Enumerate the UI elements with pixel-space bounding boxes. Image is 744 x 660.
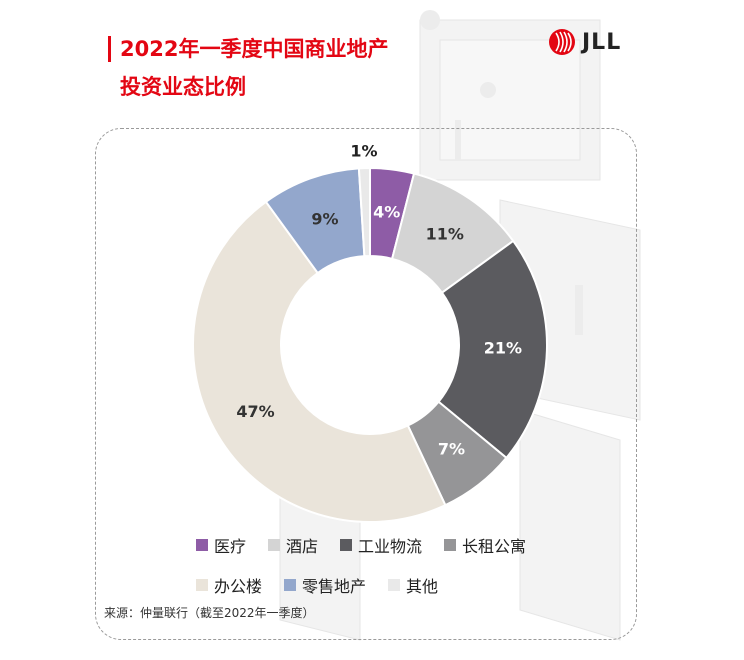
- donut-slice-industrial-logistics: [437, 239, 548, 460]
- legend-item-retail: 零售地产: [284, 572, 366, 598]
- legend-swatch: [388, 579, 401, 591]
- legend-row-2: 办公楼 零售地产 其他: [196, 572, 616, 598]
- legend-swatch: [444, 539, 457, 551]
- legend-swatch: [196, 579, 208, 591]
- legend-label: 酒店: [286, 537, 319, 556]
- legend-row-1: 医疗 酒店 工业物流 长租公寓: [196, 532, 616, 558]
- donut-label-rental-apartment: 7%: [438, 440, 465, 459]
- donut-label-hotel: 11%: [426, 224, 464, 243]
- donut-slice-office: [192, 200, 447, 523]
- legend-label: 办公楼: [214, 577, 263, 596]
- legend-item-industrial-logistics: 工业物流: [340, 532, 422, 558]
- title-line-1: 2022年一季度中国商业地产: [120, 37, 389, 61]
- legend-item-rental-apartment: 长租公寓: [444, 532, 526, 558]
- legend-item-other: 其他: [388, 572, 438, 598]
- source-note: 来源：仲量联行（截至2022年一季度）: [104, 606, 315, 620]
- legend-swatch: [284, 579, 297, 591]
- jll-logo: JLL: [548, 28, 621, 56]
- donut-label-retail: 9%: [311, 209, 338, 228]
- legend-swatch: [268, 539, 281, 551]
- chart-title: 2022年一季度中国商业地产 投资业态比例: [120, 30, 388, 106]
- title-accent-bar: [108, 36, 111, 62]
- legend-item-hotel: 酒店: [268, 532, 318, 558]
- chart-card: [95, 128, 637, 640]
- legend-label: 其他: [406, 577, 439, 596]
- legend-swatch: [340, 539, 353, 551]
- donut-label-office: 47%: [236, 402, 274, 421]
- donut-label-other: 1%: [350, 142, 377, 161]
- chart-legend: 医疗 酒店 工业物流 长租公寓 办公楼 零售地产 其他: [196, 532, 616, 612]
- legend-item-medical: 医疗: [196, 532, 246, 558]
- legend-label: 长租公寓: [462, 537, 527, 556]
- legend-item-office: 办公楼: [196, 572, 262, 598]
- legend-label: 零售地产: [302, 577, 367, 596]
- donut-label-industrial-logistics: 21%: [484, 339, 522, 358]
- jll-logo-icon: [549, 29, 575, 55]
- title-line-2: 投资业态比例: [120, 75, 246, 99]
- donut-slice-other: [357, 166, 371, 258]
- legend-label: 医疗: [214, 537, 247, 556]
- logo-text: JLL: [582, 29, 622, 55]
- donut-label-medical: 4%: [373, 203, 400, 222]
- legend-label: 工业物流: [358, 537, 423, 556]
- legend-swatch: [196, 539, 208, 551]
